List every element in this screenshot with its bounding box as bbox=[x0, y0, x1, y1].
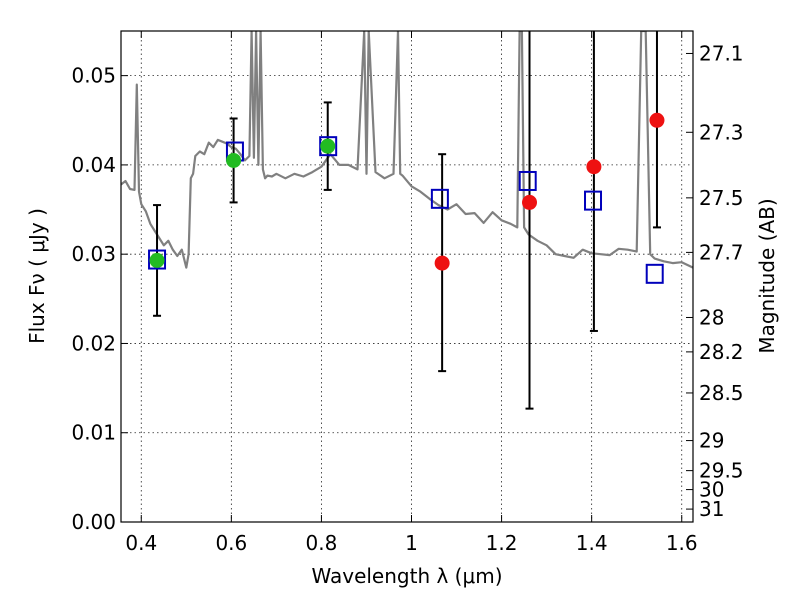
x-tick-label: 1.2 bbox=[486, 531, 518, 555]
plot-frame bbox=[120, 30, 694, 523]
x-tick-label: 1.6 bbox=[666, 531, 698, 555]
error-bars bbox=[153, 31, 661, 410]
right-tick-label: 27.5 bbox=[699, 186, 744, 210]
model-square-marker bbox=[518, 170, 537, 191]
x-tick-label: 0.6 bbox=[215, 531, 247, 555]
x-tick-label: 1.4 bbox=[576, 531, 608, 555]
observed-point-marker bbox=[522, 194, 538, 210]
x-axis-label: Wavelength λ (μm) bbox=[311, 564, 502, 588]
grid-lines bbox=[121, 31, 693, 522]
observed-point-marker bbox=[320, 138, 336, 154]
data-markers bbox=[148, 112, 665, 284]
axis-ticks: 0.4 0.6 0.8 1 1.2 1.4 1.6 0.00 0.01 0.02 0.03 0.04 0… bbox=[71, 31, 744, 555]
model-square-marker bbox=[645, 263, 664, 284]
right-tick-label: 27.3 bbox=[699, 120, 744, 144]
right-tick-label: 27.1 bbox=[699, 41, 744, 65]
spectrum-line bbox=[121, 31, 693, 269]
y-tick-label: 0.03 bbox=[71, 242, 116, 266]
x-tick-label: 1 bbox=[405, 531, 418, 555]
observed-point-marker bbox=[434, 255, 450, 271]
model-square-marker bbox=[430, 188, 449, 209]
observed-point-marker bbox=[149, 252, 165, 268]
model-spectrum bbox=[121, 31, 693, 269]
y-tick-label: 0.04 bbox=[71, 153, 116, 177]
right-tick-label: 31 bbox=[699, 497, 724, 521]
model-square-marker bbox=[319, 136, 338, 157]
y-tick-label: 0.05 bbox=[71, 64, 116, 88]
model-square-marker bbox=[584, 190, 603, 211]
right-tick-label: 27.7 bbox=[699, 240, 744, 264]
y-tick-label: 0.02 bbox=[71, 331, 116, 355]
right-tick-label: 29 bbox=[699, 429, 724, 453]
observed-point-marker bbox=[649, 112, 665, 128]
y-axis-label: Flux Fν ( μJy ) bbox=[25, 208, 49, 344]
right-axis-label: Magnitude (AB) bbox=[755, 198, 779, 353]
y-tick-label: 0.00 bbox=[71, 510, 116, 534]
right-tick-label: 30 bbox=[699, 478, 724, 502]
right-tick-label: 29.5 bbox=[699, 459, 744, 483]
x-tick-label: 0.4 bbox=[125, 531, 157, 555]
y-tick-label: 0.01 bbox=[71, 421, 116, 445]
right-tick-label: 28 bbox=[699, 305, 724, 329]
observed-point-marker bbox=[226, 152, 242, 168]
right-tick-label: 28.2 bbox=[699, 340, 744, 364]
model-square-marker bbox=[148, 249, 167, 270]
x-tick-label: 0.8 bbox=[306, 531, 338, 555]
observed-point-marker bbox=[586, 159, 602, 175]
right-tick-label: 28.5 bbox=[699, 381, 744, 405]
